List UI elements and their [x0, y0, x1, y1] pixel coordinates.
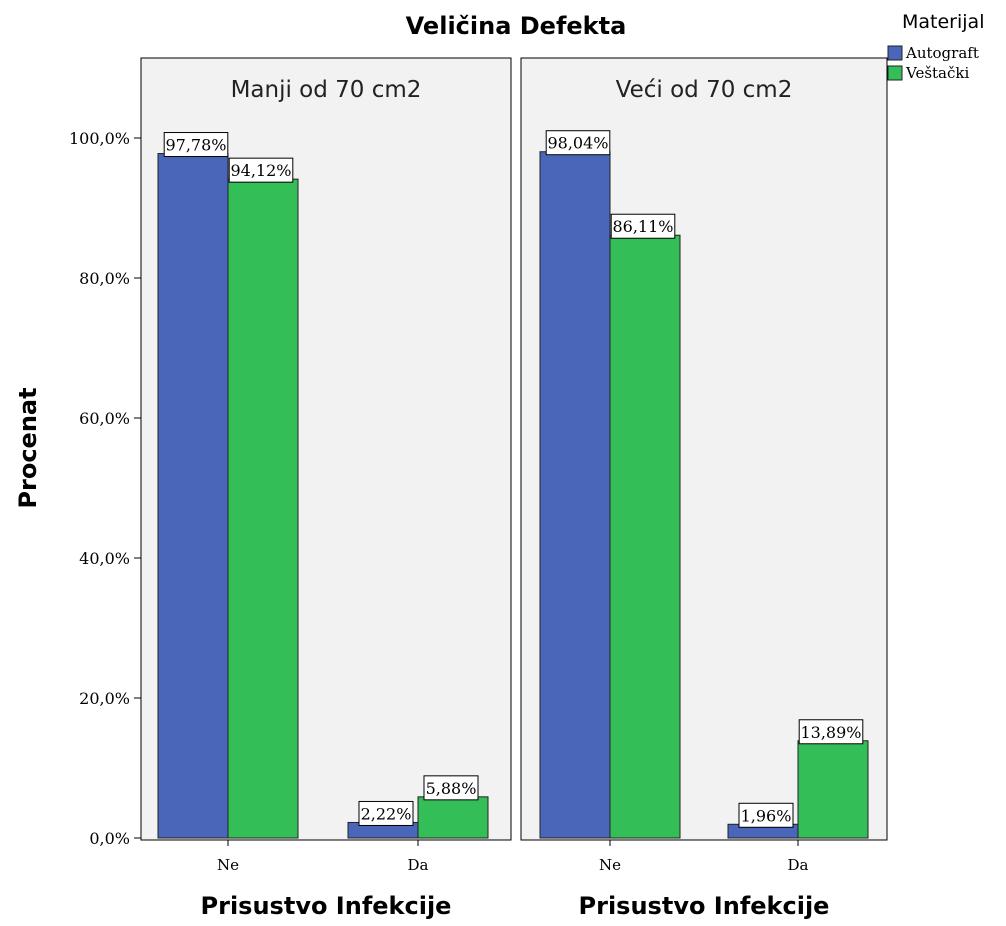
bar [157, 153, 229, 839]
x-tick-label: Da [408, 856, 429, 874]
data-label: 13,89% [800, 723, 861, 742]
x-tick-label: Ne [217, 856, 239, 874]
panel-1: Manji od 70 cm2 97,78%94,12% Ne 2,22% 5,88% D… [140, 57, 512, 920]
data-label: 86,11% [612, 217, 673, 236]
legend-label-autograft: Autograft [905, 44, 979, 62]
panel-title: Manji od 70 cm2 [231, 77, 422, 103]
legend-title: Materijal [902, 11, 984, 33]
bar [227, 178, 299, 839]
bar [417, 796, 489, 839]
bar [609, 234, 681, 839]
data-label-box [358, 800, 414, 826]
x-axis-title: Prisustvo Infekcije [579, 892, 830, 920]
data-label: 97,78% [165, 136, 226, 155]
data-label: 1,96% [741, 806, 792, 825]
y-tick-label: 80,0% [79, 269, 130, 288]
legend-label-vestacki: Veštački [905, 64, 969, 82]
data-label: 94,12% [230, 161, 291, 180]
panel-2: Veći od 70 cm2 98,04% 86,11% Ne 1,96% 13,89% D… [520, 57, 888, 920]
data-label-box [545, 130, 611, 156]
data-label: 2,22% [361, 804, 412, 823]
y-tick-label: 60,0% [79, 409, 130, 428]
bar [539, 151, 611, 839]
x-tick-label: Da [788, 856, 809, 874]
panels: Manji od 70 cm2 97,78%94,12% Ne 2,22% 5,88% D… [140, 57, 888, 920]
y-tick-label: 20,0% [79, 689, 130, 708]
y-tick-label: 40,0% [79, 549, 130, 568]
panel-title: Veći od 70 cm2 [616, 77, 793, 103]
x-axis-title: Prisustvo Infekcije [201, 892, 452, 920]
data-label-box [423, 775, 479, 801]
chart-title: Veličina Defekta [406, 12, 627, 40]
data-label-box [738, 802, 794, 828]
y-axis-title: Procenat [14, 387, 42, 508]
data-label-box [163, 132, 229, 158]
legend: Materijal Autograft Veštački [887, 11, 984, 82]
data-label: 98,04% [547, 134, 608, 153]
data-label-box [610, 213, 676, 239]
x-tick-label: Ne [599, 856, 621, 874]
y-axis: 0,0% 20,0% 40,0% 60,0% 80,0% 100,0% [69, 58, 142, 848]
legend-swatch-autograft [887, 45, 903, 61]
bar [797, 740, 869, 839]
legend-swatch-vestacki [887, 65, 903, 81]
data-label: 5,88% [426, 779, 477, 798]
y-tick-label: 100,0% [69, 129, 130, 148]
data-label-box [228, 157, 294, 183]
data-label-box [798, 719, 864, 745]
y-tick-label: 0,0% [89, 829, 130, 848]
